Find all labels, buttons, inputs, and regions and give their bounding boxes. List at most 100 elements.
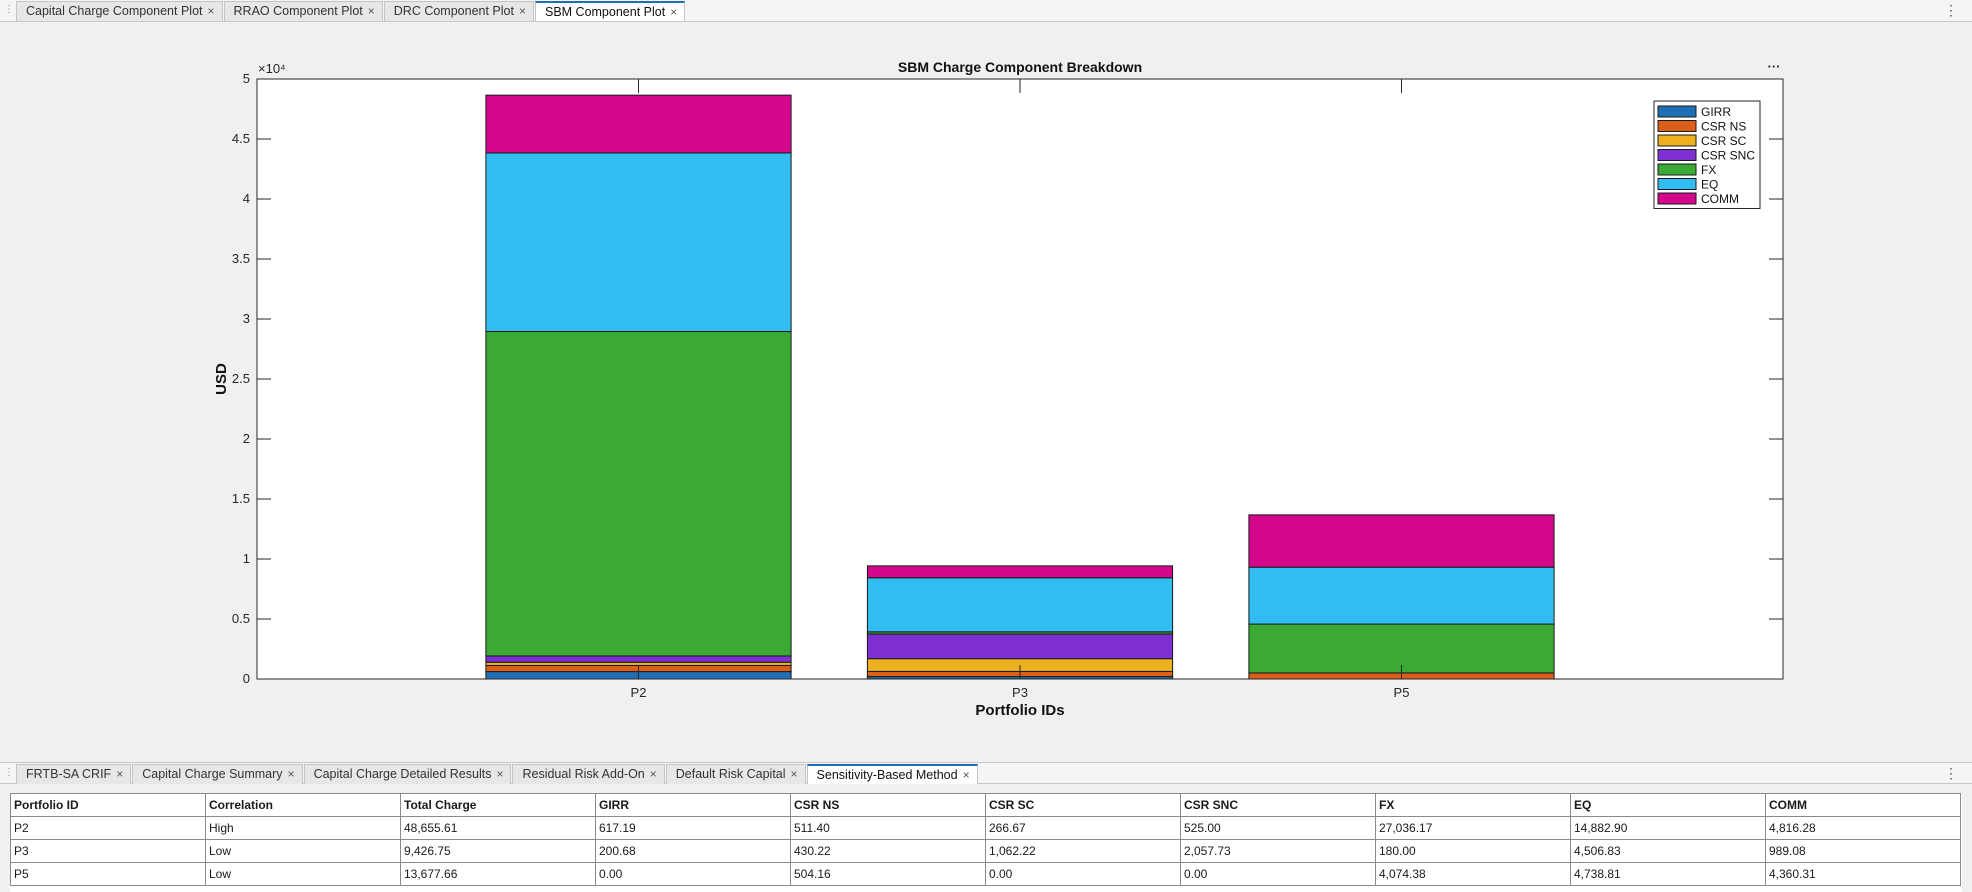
table-cell[interactable]: 525.00: [1180, 816, 1376, 840]
table-cell[interactable]: 180.00: [1375, 839, 1571, 863]
table-row[interactable]: P3 Low 9,426.75 200.68 430.22 1,062.22 2,057.7…: [10, 839, 1961, 863]
table-cell[interactable]: 1,062.22: [985, 839, 1181, 863]
table-cell[interactable]: P5: [10, 862, 206, 886]
column-header[interactable]: CSR NS: [790, 793, 986, 817]
bar-segment-p3-comm[interactable]: [866, 565, 1174, 579]
bar-segment-p3-eq[interactable]: [866, 577, 1174, 633]
close-icon[interactable]: ×: [670, 4, 678, 19]
tab-frtb-sa-crif[interactable]: FRTB-SA CRIF ×: [16, 764, 132, 784]
close-icon[interactable]: ×: [649, 767, 657, 781]
kebab-menu-icon[interactable]: ⋮: [1944, 2, 1958, 18]
table-tabs: FRTB-SA CRIF × Capital Charge Summary × Capi…: [16, 764, 979, 785]
bar-segment-p2-csr-snc[interactable]: [485, 655, 792, 663]
sbm-results-table: Portfolio ID Correlation Total Charge GIRR C…: [10, 793, 1961, 886]
table-cell[interactable]: 4,816.28: [1765, 816, 1961, 840]
x-tick-label-p2: P2: [631, 685, 647, 700]
table-cell[interactable]: Low: [205, 862, 401, 886]
bar-segment-p5-comm[interactable]: [1248, 514, 1555, 568]
table-row[interactable]: P5 Low 13,677.66 0.00 504.16 0.00 0.00 4,074.38…: [10, 862, 1961, 886]
column-header[interactable]: CSR SC: [985, 793, 1181, 817]
column-header[interactable]: Correlation: [205, 793, 401, 817]
bar-segment-p2-comm[interactable]: [485, 94, 792, 154]
table-cell[interactable]: 504.16: [790, 862, 986, 886]
table-header-row: Portfolio ID Correlation Total Charge GIRR C…: [10, 793, 1961, 817]
column-header[interactable]: Portfolio ID: [10, 793, 206, 817]
table-cell[interactable]: 14,882.90: [1570, 816, 1766, 840]
tab-rrao-component-plot[interactable]: RRAO Component Plot ×: [223, 1, 383, 21]
bar-segment-p2-eq[interactable]: [485, 152, 792, 333]
close-icon[interactable]: ×: [116, 767, 124, 781]
table-cell[interactable]: 0.00: [595, 862, 791, 886]
table-body: P2 High 48,655.61 617.19 511.40 266.67 525.00 2…: [10, 816, 1961, 886]
tab-default-risk-capital[interactable]: Default Risk Capital ×: [665, 764, 806, 784]
figure-tabs: Capital Charge Component Plot × RRAO Compo…: [16, 1, 686, 22]
chart-panel: 0 0.5 1 1.5 2 2.5 3 3.5 4 4.5 5 P2 P3 P5 ×10⁴ SBM Charg…: [0, 23, 1972, 761]
table-cell[interactable]: 200.68: [595, 839, 791, 863]
tab-drc-component-plot[interactable]: DRC Component Plot ×: [383, 1, 534, 21]
table-cell[interactable]: 430.22: [790, 839, 986, 863]
close-icon[interactable]: ×: [496, 767, 504, 781]
column-header[interactable]: COMM: [1765, 793, 1961, 817]
table-cell[interactable]: Low: [205, 839, 401, 863]
table-cell[interactable]: 27,036.17: [1375, 816, 1571, 840]
y-tick-label: 3: [243, 311, 250, 326]
table-cell[interactable]: 4,738.81: [1570, 862, 1766, 886]
tab-label: SBM Component Plot: [544, 4, 666, 19]
close-icon[interactable]: ×: [962, 767, 970, 782]
table-cell[interactable]: 989.08: [1765, 839, 1961, 863]
legend-label-csr-sc: CSR SC: [1701, 134, 1747, 148]
bar-segment-p5-eq[interactable]: [1248, 566, 1555, 625]
tab-residual-risk-add-on[interactable]: Residual Risk Add-On ×: [512, 764, 665, 784]
table-cell[interactable]: 48,655.61: [400, 816, 596, 840]
table-cell[interactable]: 4,074.38: [1375, 862, 1571, 886]
table-cell[interactable]: 9,426.75: [400, 839, 596, 863]
table-cell[interactable]: P3: [10, 839, 206, 863]
grip-icon[interactable]: ⋮: [4, 767, 14, 778]
x-axis-title: Portfolio IDs: [975, 702, 1064, 719]
legend-label-comm: COMM: [1701, 192, 1739, 206]
table-cell[interactable]: 2,057.73: [1180, 839, 1376, 863]
table-cell[interactable]: P2: [10, 816, 206, 840]
tab-label: Default Risk Capital: [675, 767, 786, 781]
table-cell[interactable]: 0.00: [1180, 862, 1376, 886]
bar-segment-p3-csr-snc[interactable]: [866, 633, 1174, 660]
tab-capital-charge-component-plot[interactable]: Capital Charge Component Plot ×: [16, 1, 223, 21]
kebab-menu-icon[interactable]: ⋮: [1944, 765, 1958, 781]
column-header[interactable]: Total Charge: [400, 793, 596, 817]
chart-title: SBM Charge Component Breakdown: [898, 59, 1142, 75]
column-header[interactable]: FX: [1375, 793, 1571, 817]
sbm-stacked-bar-chart: 0 0.5 1 1.5 2 2.5 3 3.5 4 4.5 5 P2 P3 P5 ×10⁴ SBM Charg…: [213, 59, 1784, 719]
tab-sbm-component-plot[interactable]: SBM Component Plot ×: [534, 1, 686, 21]
bar-segment-p2-fx[interactable]: [485, 331, 792, 657]
tab-capital-charge-detailed-results[interactable]: Capital Charge Detailed Results ×: [303, 764, 512, 784]
table-cell[interactable]: 0.00: [985, 862, 1181, 886]
tab-label: FRTB-SA CRIF: [26, 767, 112, 781]
sbm-results-table-container[interactable]: Portfolio ID Correlation Total Charge GIRR C…: [10, 793, 1962, 892]
ellipsis-icon[interactable]: ···: [1768, 59, 1781, 74]
table-cell[interactable]: 266.67: [985, 816, 1181, 840]
table-cell[interactable]: 511.40: [790, 816, 986, 840]
legend-swatch-csr-snc: [1657, 149, 1697, 161]
table-cell[interactable]: 4,360.31: [1765, 862, 1961, 886]
tab-sensitivity-based-method[interactable]: Sensitivity-Based Method ×: [806, 764, 978, 784]
close-icon[interactable]: ×: [207, 4, 215, 18]
tab-label: Sensitivity-Based Method: [816, 767, 958, 782]
tab-label: Capital Charge Component Plot: [26, 4, 203, 18]
column-header[interactable]: EQ: [1570, 793, 1766, 817]
grip-icon[interactable]: ⋮: [4, 4, 14, 15]
close-icon[interactable]: ×: [287, 767, 295, 781]
column-header[interactable]: CSR SNC: [1180, 793, 1376, 817]
table-row[interactable]: P2 High 48,655.61 617.19 511.40 266.67 525.00 2…: [10, 816, 1961, 840]
table-cell[interactable]: 4,506.83: [1570, 839, 1766, 863]
column-header[interactable]: GIRR: [595, 793, 791, 817]
tab-capital-charge-summary[interactable]: Capital Charge Summary ×: [132, 764, 303, 784]
y-tick-label: 0.5: [232, 611, 250, 626]
close-icon[interactable]: ×: [790, 767, 798, 781]
table-cell[interactable]: High: [205, 816, 401, 840]
close-icon[interactable]: ×: [518, 4, 526, 18]
table-cell[interactable]: 617.19: [595, 816, 791, 840]
table-cell[interactable]: 13,677.66: [400, 862, 596, 886]
legend-swatch-comm: [1657, 192, 1697, 205]
close-icon[interactable]: ×: [367, 4, 375, 18]
tab-label: Capital Charge Summary: [142, 767, 283, 781]
